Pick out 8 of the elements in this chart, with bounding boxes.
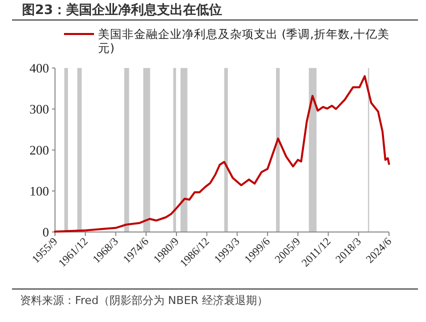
- y-tick-label: 100: [30, 184, 49, 198]
- y-tick-label: 200: [30, 142, 49, 158]
- y-tick-label: 400: [30, 60, 49, 76]
- y-tick-label: 0: [42, 224, 49, 240]
- text: 资料来源：Fred（阴影部分为 NBER 经济衰退期）: [20, 294, 268, 307]
- chart-title: 图23：美国企业净利息支出在低位: [22, 2, 222, 18]
- legend-label: 美国非金融企业净利息及杂项支出 (季调,折年数,十亿美元): [98, 27, 390, 55]
- y-tick-label: 300: [30, 102, 49, 116]
